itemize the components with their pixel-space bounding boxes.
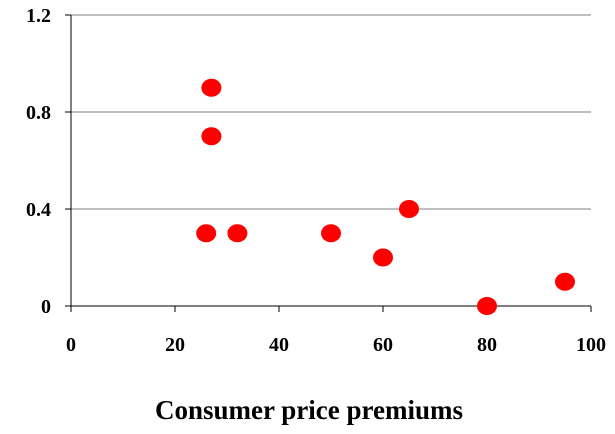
- y-tick-label-0: 0: [41, 296, 51, 318]
- x-axis-label: Consumer price premiums: [155, 395, 463, 425]
- data-point-0-3: [227, 224, 248, 243]
- x-tick-label-0: 0: [66, 334, 76, 356]
- x-tick-label-4: 80: [477, 334, 497, 356]
- y-tick-label-3: 1.2: [26, 5, 51, 27]
- data-point-0-6: [399, 200, 419, 218]
- x-tick-label-2: 40: [269, 334, 289, 356]
- x-tick-label-1: 20: [165, 334, 185, 356]
- x-tick-labels: 0 20 40 60 80 100: [66, 334, 606, 356]
- data-point-0-8: [555, 272, 575, 291]
- y-tick-label-2: 0.8: [26, 102, 51, 124]
- y-tick-label-1: 0.4: [26, 199, 51, 221]
- x-tick-label-5: 100: [576, 334, 606, 356]
- data-point-0-5: [373, 248, 393, 267]
- y-tick-labels: 0 0.4 0.8 1.2: [26, 5, 51, 318]
- data-point-0-7: [477, 297, 497, 315]
- data-point-0-4: [321, 224, 341, 243]
- axes: [65, 14, 592, 312]
- x-tick-label-3: 60: [373, 334, 393, 356]
- data-point-0-1: [201, 127, 222, 146]
- gridlines: [71, 14, 591, 210]
- data-points: [196, 78, 575, 315]
- data-point-0-0: [201, 78, 222, 97]
- data-point-0-2: [196, 224, 217, 243]
